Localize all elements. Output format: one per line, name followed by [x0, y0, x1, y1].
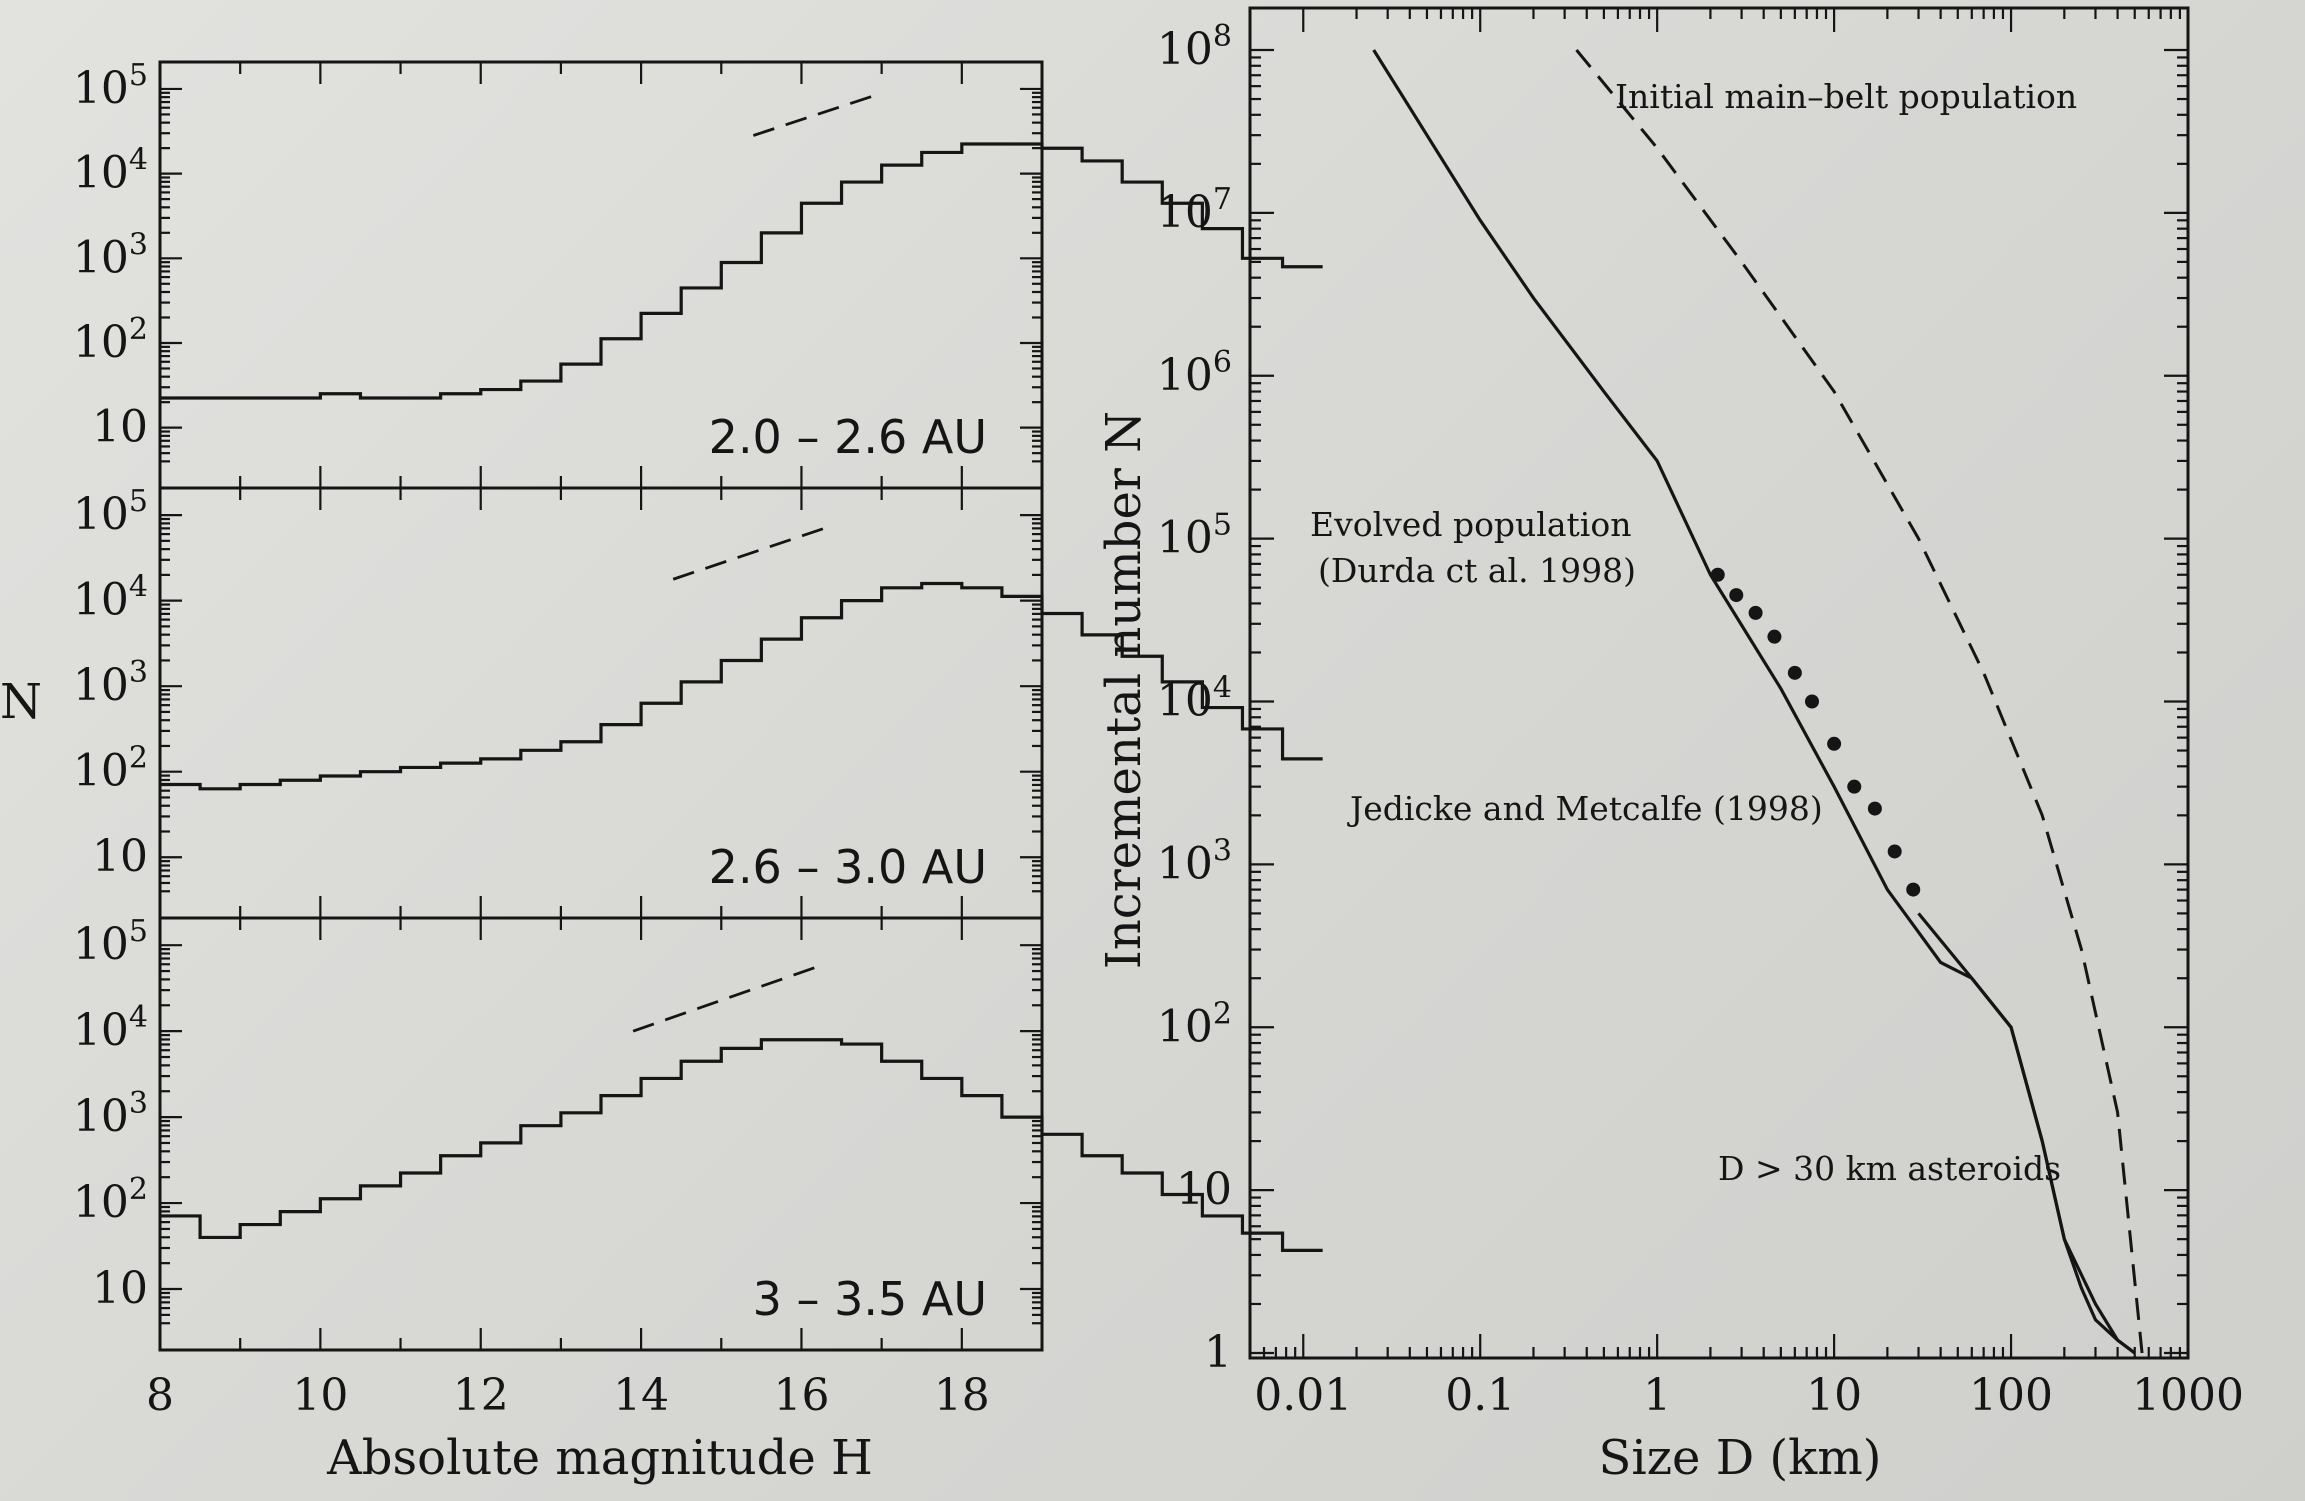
jedicke-data-point	[1847, 779, 1862, 794]
x-tick-label: 0.1	[1445, 1370, 1515, 1421]
y-tick-label: 104	[73, 1000, 148, 1056]
y-axis-title-right: Incremental number N	[1096, 411, 1152, 969]
y-tick-label: 102	[73, 741, 148, 797]
histogram-steps	[160, 1038, 1323, 1252]
jedicke-data-point	[1729, 588, 1744, 603]
jedicke-data-point	[1787, 665, 1802, 680]
panel-label: 2.6 – 3.0 AU	[709, 840, 987, 894]
annotation-initial: Initial main–belt population	[1615, 77, 2077, 116]
x-tick-label: 18	[934, 1370, 990, 1421]
y-tick-label: 104	[73, 143, 148, 199]
x-tick-label: 0.01	[1254, 1370, 1352, 1421]
jedicke-data-point	[1887, 844, 1902, 859]
x-tick-label: 14	[613, 1370, 669, 1421]
jedicke-data-point	[1804, 694, 1819, 709]
histogram-panel-3: 10 102 103 104 105 3 – 3.5 AU	[73, 914, 1323, 1352]
x-tick-label: 1000	[2132, 1370, 2244, 1421]
y-tick-label: 10	[92, 831, 148, 882]
y-tick-label: 103	[73, 655, 148, 711]
y-tick-label: 102	[1157, 996, 1232, 1052]
jedicke-data-point	[1867, 801, 1882, 816]
y-tick-label: 102	[73, 1172, 148, 1228]
y-tick-label: 104	[73, 570, 148, 626]
y-tick-label: 102	[73, 312, 148, 368]
y-tick-label: 108	[1157, 19, 1232, 75]
x-tick-label: 100	[1969, 1370, 2053, 1421]
y-tick-label: 1	[1204, 1327, 1232, 1378]
series-line-3	[1917, 912, 2136, 1355]
jedicke-data-point	[1827, 736, 1842, 751]
histogram-steps	[160, 142, 1323, 400]
jedicke-data-point	[1906, 882, 1921, 897]
annotation-d30: D > 30 km asteroids	[1718, 1149, 2061, 1188]
plot-frame	[1248, 6, 2190, 1360]
x-tick-label: 10	[1806, 1370, 1862, 1421]
histogram-steps	[160, 581, 1323, 791]
x-tick-label: 16	[773, 1370, 829, 1421]
x-tick-label: 8	[146, 1370, 174, 1421]
dashed-extrapolation	[632, 965, 818, 1033]
initial-population-line	[1575, 49, 2144, 1354]
annotation-jedicke: Jedicke and Metcalfe (1998)	[1347, 789, 1823, 828]
x-axis-title-left: Absolute magnitude H	[326, 1430, 873, 1486]
y-tick-label: 106	[1157, 345, 1232, 401]
y-tick-label: 104	[1157, 671, 1232, 727]
y-tick-label: 10	[92, 402, 148, 453]
y-tick-label: 103	[73, 1086, 148, 1142]
y-tick-label: 10	[92, 1263, 148, 1314]
y-tick-label: 103	[73, 227, 148, 283]
y-tick-label: 105	[73, 58, 148, 114]
y-tick-label: 103	[1157, 833, 1232, 889]
histogram-panel-1: 10 102 103 104 105 2.0 – 2.6 AU	[73, 58, 1323, 490]
jedicke-data-point	[1710, 567, 1725, 582]
left-histogram-panels: 10 102 103 104 105 2.0 – 2.6 AU 10 102 103 104 105…	[0, 58, 1323, 1486]
x-tick-label: 1	[1643, 1370, 1671, 1421]
y-tick-label: 105	[1157, 508, 1232, 564]
y-tick-label: 105	[73, 914, 148, 970]
y-tick-label: 105	[73, 484, 148, 540]
dashed-extrapolation	[672, 526, 826, 581]
jedicke-data-point	[1767, 629, 1782, 644]
right-size-distribution-panel: 1 10 102 103 104 105 106 107 108 0.01 0.1 1 10 100 100…	[1096, 6, 2244, 1486]
jedicke-data-point	[1748, 605, 1763, 620]
panel-label: 3 – 3.5 AU	[753, 1272, 987, 1326]
x-tick-label: 10	[292, 1370, 348, 1421]
y-tick-label: 107	[1157, 182, 1232, 238]
annotation-evolved: Evolved population	[1310, 505, 1631, 544]
x-axis-title-right: Size D (km)	[1599, 1430, 1882, 1486]
y-tick-label: 10	[1176, 1164, 1232, 1215]
panel-label: 2.0 – 2.6 AU	[709, 410, 987, 464]
dashed-extrapolation	[752, 91, 883, 137]
annotation-durda: (Durda ct al. 1998)	[1318, 551, 1636, 590]
y-axis-title-left: N	[0, 674, 42, 730]
x-tick-label: 12	[453, 1370, 509, 1421]
